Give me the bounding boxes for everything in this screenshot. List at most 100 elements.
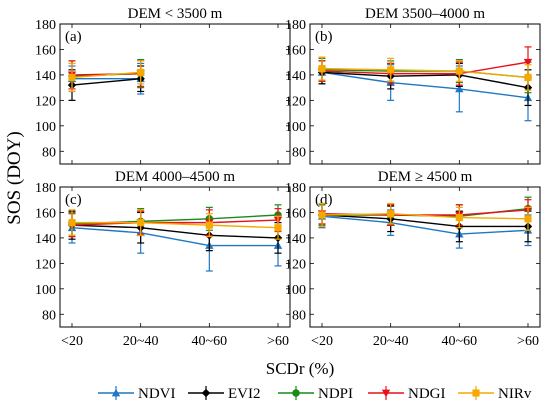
panel-frame — [59, 186, 291, 328]
x-tick-label: 20~40 — [123, 334, 159, 349]
series-line — [321, 213, 529, 220]
data-point — [455, 67, 463, 75]
y-tick-label: 160 — [35, 43, 56, 58]
panel-title: DEM < 3500 m — [128, 6, 223, 22]
y-tick-label: 180 — [285, 181, 306, 196]
legend-item-evi2: EVI2 — [188, 386, 261, 402]
y-tick-label: 80 — [292, 145, 306, 160]
data-point — [137, 219, 145, 227]
data-point — [455, 213, 463, 222]
data-point — [524, 215, 532, 223]
data-point — [524, 73, 532, 82]
series-line — [321, 67, 529, 79]
series-line — [321, 71, 529, 89]
x-tick-label: 40~60 — [442, 334, 478, 349]
legend-item-ndvi: NDVI — [98, 386, 176, 402]
series-nirv — [318, 56, 532, 91]
legend-marker — [201, 388, 211, 398]
panel-title: DEM 4000–4500 m — [115, 169, 235, 185]
panel-title: DEM ≥ 4500 m — [378, 169, 473, 185]
series-line — [321, 61, 529, 75]
y-tick-label: 180 — [35, 18, 56, 33]
legend-label: NDVI — [138, 386, 176, 402]
legend-label: NDGI — [408, 386, 446, 402]
y-tick-label: 180 — [285, 18, 306, 33]
x-tick-label: >60 — [517, 334, 539, 349]
data-point — [68, 219, 76, 227]
panel-letter: (b) — [315, 29, 333, 45]
data-point — [387, 210, 395, 218]
panel: DEM ≥ 4500 m (d) 80 100 120 140 160 180 <20 20~40… — [285, 169, 541, 349]
y-tick-label: 80 — [42, 145, 56, 160]
series-line — [71, 224, 279, 239]
y-tick-label: 80 — [292, 308, 306, 323]
legend-marker — [472, 389, 480, 397]
y-tick-label: 120 — [285, 257, 306, 272]
data-point — [205, 221, 213, 229]
data-point — [318, 64, 326, 73]
legend-item-ndpi: NDPI — [278, 386, 353, 402]
y-tick-label: 180 — [35, 181, 56, 196]
series-ndpi — [68, 204, 282, 236]
panel-letter: (d) — [315, 192, 333, 208]
data-point — [137, 68, 145, 76]
y-tick-label: 100 — [35, 283, 56, 298]
data-point — [68, 73, 76, 82]
x-tick-label: 20~40 — [373, 334, 409, 349]
series-line — [72, 221, 279, 229]
y-tick-label: 160 — [285, 206, 306, 221]
series-ndgi — [317, 199, 533, 226]
series-line — [321, 71, 529, 99]
panel: DEM 4000–4500 m (c) 80 100 120 140 160 180 <20 20… — [35, 169, 291, 349]
data-point — [274, 224, 282, 232]
legend-item-ndgi: NDGI — [368, 386, 446, 402]
y-tick-label: 100 — [285, 283, 306, 298]
series-line — [71, 78, 141, 86]
series-evi2 — [317, 202, 533, 243]
legend-marker — [111, 388, 121, 397]
y-tick-label: 120 — [35, 94, 56, 109]
y-tick-label: 120 — [35, 257, 56, 272]
legend-marker — [381, 389, 391, 398]
panel-title: DEM 3500–4000 m — [365, 6, 485, 22]
panel-frame — [309, 186, 541, 328]
data-point — [387, 66, 395, 74]
panel-letter: (a) — [65, 29, 82, 45]
y-tick-label: 100 — [285, 120, 306, 135]
panel-letter: (c) — [65, 192, 82, 208]
x-tick-label: <20 — [61, 334, 83, 349]
legend-label: NDPI — [318, 386, 353, 402]
series-nirv — [318, 202, 532, 231]
series-nirv — [68, 209, 282, 240]
panel-frame — [309, 23, 541, 165]
panel: DEM 3500–4000 m (b) 80 100 120 140 160 180 — [285, 6, 541, 165]
x-tick-label: 40~60 — [192, 334, 228, 349]
legend-label: EVI2 — [228, 386, 261, 402]
series-line — [71, 71, 141, 79]
series-ndgi — [317, 46, 533, 86]
panel: DEM < 3500 m (a) 80 100 120 140 160 180 — [35, 6, 291, 165]
series-evi2 — [67, 65, 145, 101]
legend-label: NIRv — [498, 386, 532, 402]
series-line — [71, 219, 279, 226]
panel-frame — [59, 23, 291, 165]
legend: NDVI EVI2 NDPI NDGI NIRv — [98, 386, 532, 402]
data-point — [318, 211, 326, 219]
y-tick-label: 140 — [285, 232, 306, 247]
y-tick-label: 120 — [285, 94, 306, 109]
legend-marker — [292, 389, 300, 397]
series-evi2 — [317, 60, 533, 107]
x-axis-label: SCDr (%) — [266, 359, 334, 378]
legend-item-nirv: NIRv — [458, 386, 532, 402]
series-line — [321, 214, 528, 228]
y-tick-label: 160 — [35, 206, 56, 221]
y-tick-label: 140 — [285, 69, 306, 84]
series-evi2 — [67, 210, 283, 254]
y-tick-label: 100 — [35, 120, 56, 135]
x-tick-label: <20 — [311, 334, 333, 349]
y-axis-label: SOS (DOY) — [4, 131, 25, 224]
y-tick-label: 80 — [42, 308, 56, 323]
y-tick-label: 160 — [285, 43, 306, 58]
